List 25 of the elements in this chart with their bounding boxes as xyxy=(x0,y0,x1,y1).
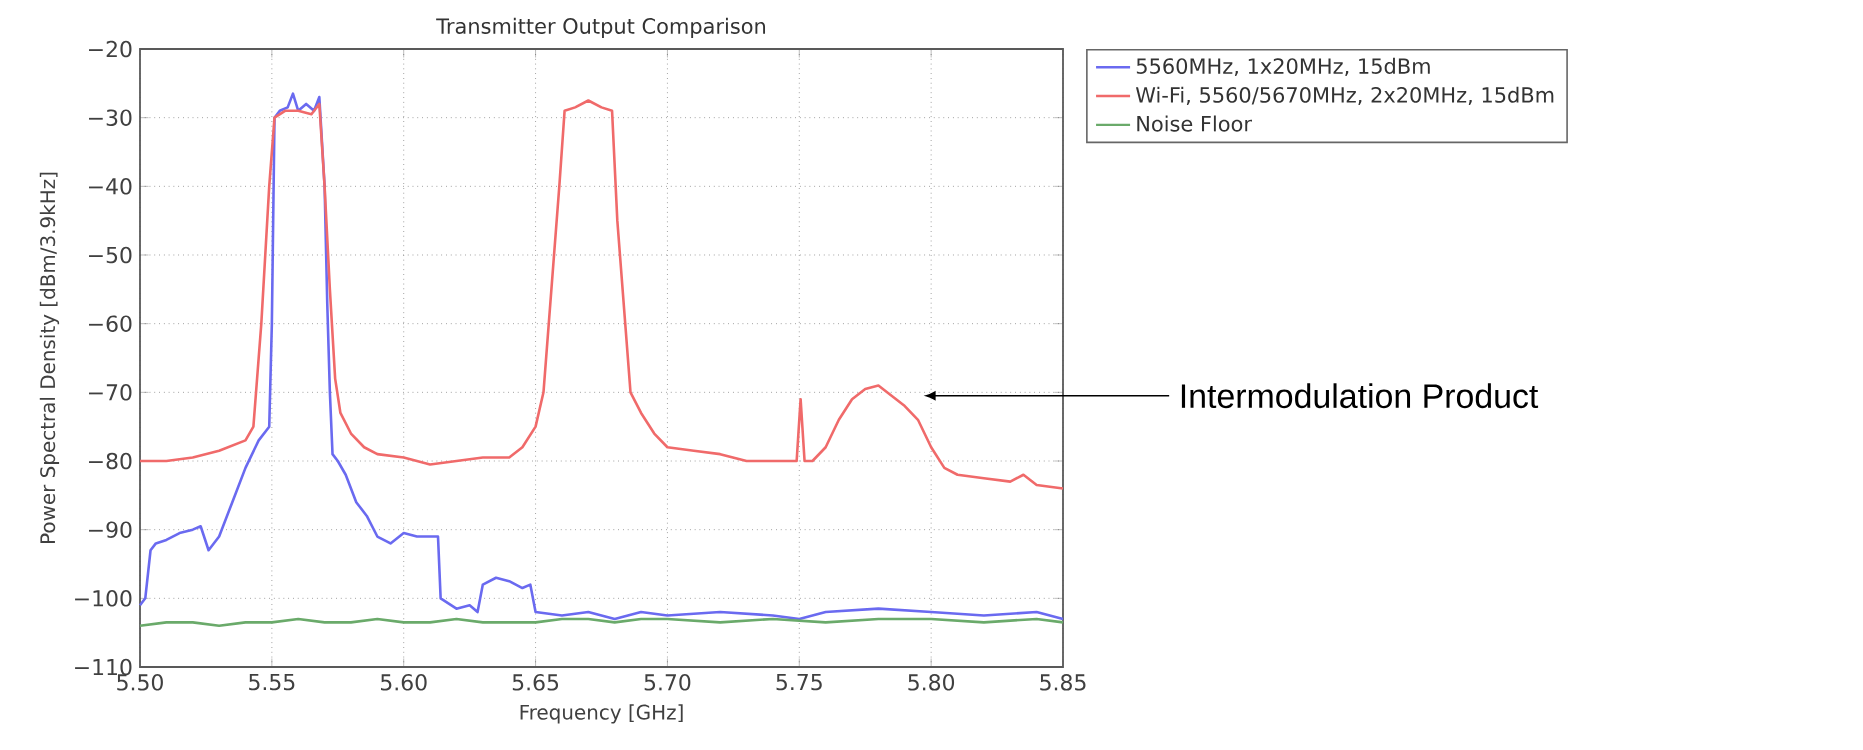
x-tick-label: 5.75 xyxy=(776,674,822,691)
y-tick-label: −110 xyxy=(75,658,132,676)
y-tick-label: −90 xyxy=(89,521,132,538)
y-tick-label: −80 xyxy=(89,452,132,470)
y-tick-label: −70 xyxy=(89,384,132,401)
legend-label: Noise Floor xyxy=(1137,115,1252,132)
y-tick-label: −30 xyxy=(89,109,132,126)
x-tick-label: 5.60 xyxy=(381,674,427,691)
legend-label: 5560MHz, 1x20MHz, 15dBm xyxy=(1136,57,1430,77)
x-tick-label: 5.70 xyxy=(644,674,691,691)
y-tick-label: −40 xyxy=(89,178,132,195)
y-tick-label: −100 xyxy=(75,590,132,607)
x-tick-label: 5.65 xyxy=(512,674,559,691)
y-tick-label: −50 xyxy=(89,246,132,264)
y-tick-label: −60 xyxy=(89,315,132,332)
x-axis-title: Frequency [GHz] xyxy=(520,704,683,724)
x-tick-label: 5.50 xyxy=(117,674,163,691)
x-tick-label: 5.85 xyxy=(1040,674,1086,691)
y-tick-label: −20 xyxy=(89,40,132,58)
x-tick-label: 5.80 xyxy=(908,674,955,691)
text: Intermodulation Product xyxy=(1181,383,1539,409)
x-tick-label: 5.55 xyxy=(249,674,295,691)
legend-label: Wi-Fi, 5560/5670MHz, 2x20MHz, 15dBm xyxy=(1135,86,1554,105)
chart-title: Transmitter Output Comparison xyxy=(436,17,766,38)
y-axis-title: Power Spectral Density [dBm/3.9kHz] xyxy=(39,172,60,543)
